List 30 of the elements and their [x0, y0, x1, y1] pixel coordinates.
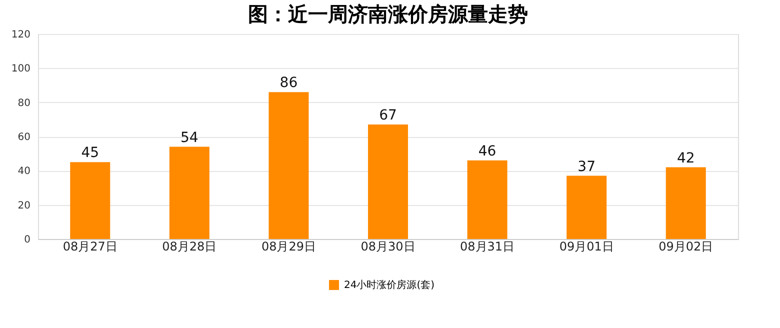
y-tick-label: 60: [18, 132, 30, 143]
x-tick-label: 08月28日: [162, 240, 217, 254]
data-label: 54: [180, 130, 198, 146]
x-tick-label: 08月31日: [460, 240, 515, 254]
bar: [268, 92, 309, 239]
data-label: 67: [379, 108, 397, 124]
bar: [467, 160, 508, 239]
y-tick-label: 40: [18, 166, 30, 178]
y-tick-label: 120: [11, 30, 30, 40]
x-tick-label: 09月02日: [658, 240, 714, 254]
x-tick-label: 08月29日: [261, 240, 316, 254]
data-label: 86: [280, 75, 298, 92]
y-tick-label: 80: [18, 98, 30, 109]
bar: [368, 124, 408, 239]
data-label: 46: [478, 143, 496, 160]
bar: [169, 146, 210, 239]
data-label: 42: [676, 150, 695, 166]
bar: [70, 162, 110, 239]
legend-label: 24小时涨价房源(套): [344, 279, 435, 291]
y-tick-label: 20: [18, 200, 30, 212]
bar: [566, 176, 607, 239]
y-tick-label: 0: [24, 234, 30, 246]
chart-title: 图：近一周济南涨价房源量走势: [248, 2, 528, 26]
x-tick-label: 09月01日: [559, 240, 614, 254]
bar: [666, 167, 706, 239]
x-tick-label: 08月27日: [62, 240, 118, 254]
y-tick-label: 100: [11, 64, 30, 75]
data-label: 37: [578, 158, 596, 175]
x-tick-label: 08月30日: [360, 240, 416, 254]
data-label: 45: [81, 145, 100, 162]
